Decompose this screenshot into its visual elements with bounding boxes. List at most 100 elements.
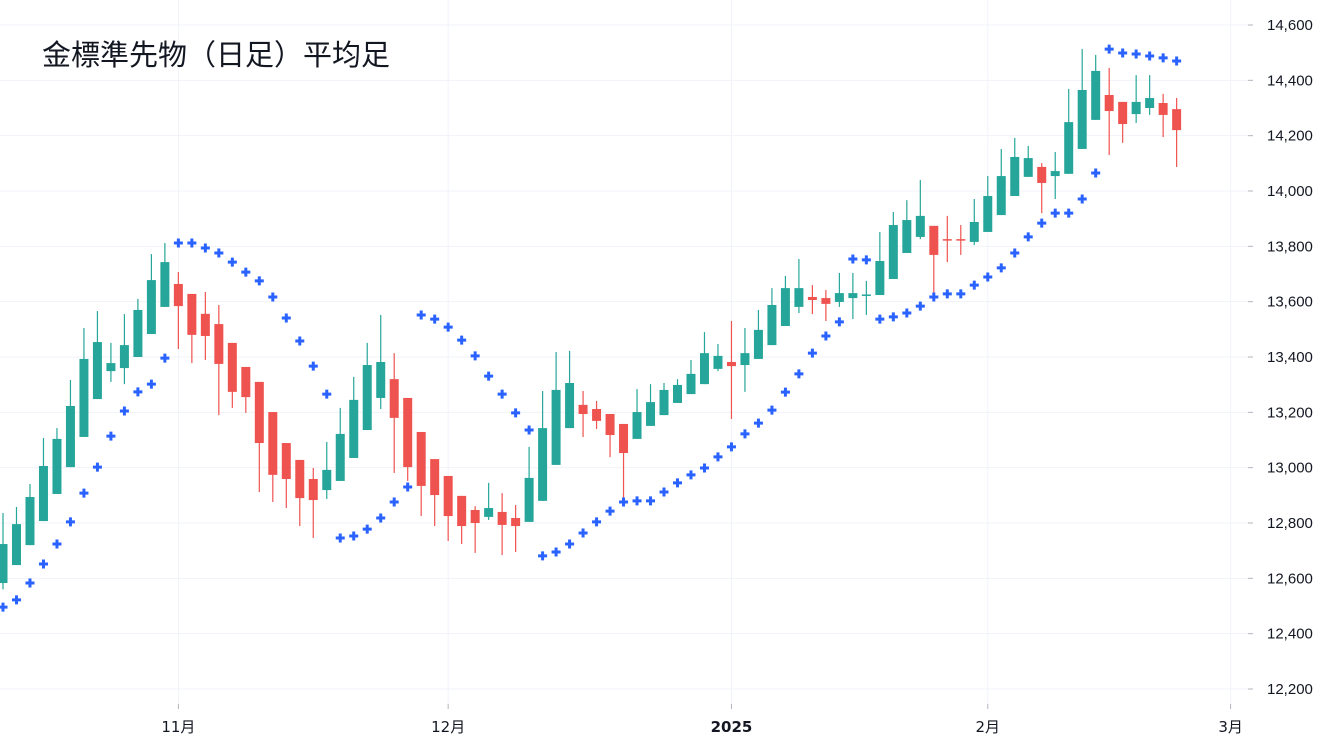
candle-body-down <box>268 412 278 475</box>
candles <box>0 49 1182 590</box>
sar-point <box>686 470 696 480</box>
sar-point <box>1131 49 1141 59</box>
sar-point <box>834 317 844 327</box>
candle-body-up <box>632 412 642 439</box>
sar-point <box>92 462 102 472</box>
y-tick-label: 14,600 <box>1267 17 1313 34</box>
sar-point <box>659 487 669 497</box>
candle-body-down <box>942 239 952 241</box>
candle-body-down <box>430 459 440 496</box>
sar-point <box>605 506 615 516</box>
sar-point <box>578 528 588 538</box>
x-tick-label: 12月 <box>431 718 465 736</box>
sar-point <box>389 497 399 507</box>
candle-body-down <box>389 379 399 418</box>
candle-body-down <box>1104 94 1114 112</box>
candle-body-up <box>551 389 561 465</box>
sar-point <box>295 336 305 346</box>
candle-body-down <box>1172 109 1182 131</box>
candle-body-up <box>915 215 925 237</box>
candle-body-up <box>146 280 156 335</box>
candle-body-down <box>457 495 467 527</box>
sar-point <box>902 308 912 318</box>
y-tick-label: 12,600 <box>1267 570 1313 587</box>
candle-body-up <box>753 329 763 359</box>
grid <box>0 0 1248 704</box>
sar-point <box>376 513 386 523</box>
sar-point <box>646 496 656 506</box>
candle-body-up <box>659 389 669 416</box>
candle-body-down <box>295 459 305 499</box>
sar-point <box>1158 53 1168 63</box>
candle-body-down <box>619 423 629 454</box>
price-axis[interactable]: 12,200 12,400 12,600 12,800 13,000 13,200 13,4… <box>1248 17 1313 698</box>
candle-body-up <box>713 355 723 369</box>
candle-body-up <box>362 365 372 431</box>
sar-point <box>753 418 763 428</box>
sar-point <box>956 289 966 299</box>
x-tick-label: 2月 <box>975 718 1000 736</box>
sar-point <box>1050 208 1060 218</box>
sar-point <box>780 387 790 397</box>
sar-point <box>106 431 116 441</box>
x-tick-label: 2025 <box>711 718 753 736</box>
candle-body-up <box>767 304 777 346</box>
candle-body-up <box>673 384 682 403</box>
sar-point <box>0 602 8 612</box>
sar-point <box>1118 48 1128 58</box>
candle-body-down <box>956 239 966 241</box>
candle-body-down <box>227 342 237 392</box>
sar-point <box>861 255 871 265</box>
sar-point <box>713 452 723 462</box>
candle-body-up <box>52 438 62 494</box>
sar-point <box>1104 44 1114 54</box>
candle-body-down <box>214 324 224 364</box>
sar-point <box>65 517 75 527</box>
y-tick-label: 12,800 <box>1267 515 1313 532</box>
candle-body-up <box>740 353 750 366</box>
sar-point <box>484 371 494 381</box>
sar-point <box>875 314 885 324</box>
sar-point <box>726 442 736 452</box>
candle-body-up <box>335 433 345 481</box>
candle-body-up <box>888 225 898 279</box>
sar-point <box>349 531 359 541</box>
candle-body-up <box>119 345 129 369</box>
sar-point <box>133 387 143 397</box>
sar-point <box>322 389 332 399</box>
sar-point <box>268 292 278 302</box>
sar-point <box>524 425 534 435</box>
candle-body-down <box>200 313 210 336</box>
candle-body-down <box>403 397 413 468</box>
y-tick-label: 12,200 <box>1267 681 1313 698</box>
candle-body-down <box>497 511 507 525</box>
sar-point <box>241 267 251 277</box>
candle-body-down <box>1118 101 1128 125</box>
sar-point <box>403 482 413 492</box>
candle-body-up <box>646 402 656 426</box>
y-tick-label: 13,600 <box>1267 294 1313 311</box>
sar-point <box>308 361 318 371</box>
candle-body-down <box>187 293 197 335</box>
candle-body-up <box>106 363 116 372</box>
sar-point <box>52 539 62 549</box>
sar-point <box>457 335 467 345</box>
sar-point <box>767 405 777 415</box>
sar-point <box>592 517 602 527</box>
candle-body-up <box>996 176 1006 216</box>
x-tick-label: 11月 <box>161 718 195 736</box>
candle-body-up <box>780 288 790 327</box>
candle-body-up <box>1145 98 1155 108</box>
parabolic-sar-series <box>0 44 1182 612</box>
chart-title: 金標準先物（日足）平均足 <box>42 38 391 72</box>
y-tick-label: 13,000 <box>1267 460 1313 477</box>
sar-point <box>227 257 237 267</box>
candle-body-down <box>281 443 291 480</box>
time-axis[interactable]: 11月 12月 2025 2月 3月 <box>161 704 1243 736</box>
candle-body-down <box>443 475 453 517</box>
y-tick-label: 13,800 <box>1267 238 1313 255</box>
sar-point <box>929 292 939 302</box>
candle-body-up <box>133 309 143 357</box>
sar-point <box>335 533 345 543</box>
